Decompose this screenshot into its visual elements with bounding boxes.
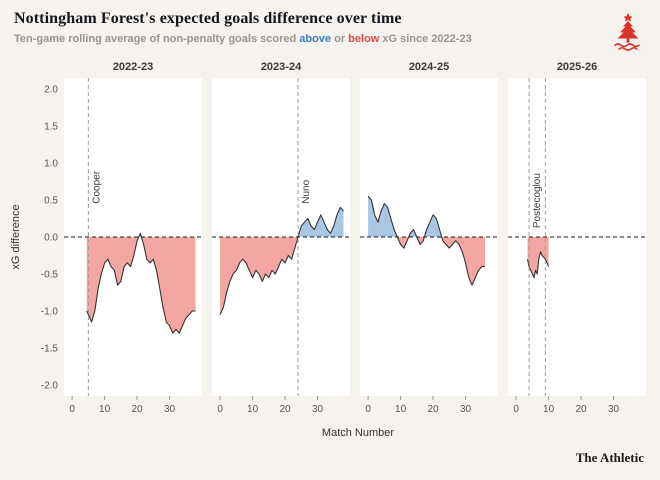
area-below-xg <box>220 237 344 315</box>
area-above-xg <box>220 207 344 237</box>
season-label: 2024-25 <box>408 61 450 73</box>
subtitle-post: xG since 2022-23 <box>379 33 472 45</box>
chart: 2.0 1.5 1.0 0.5 0.0 -0.5 -1.0 -1.5 -2.0 xG differ… <box>0 54 660 425</box>
subtitle-pre: Ten-game rolling average of non-penalty … <box>14 33 300 45</box>
subtitle-below-word: below <box>348 33 380 45</box>
y-tick-label: -1.5 <box>41 343 59 354</box>
y-tick-label: 0.0 <box>44 233 58 244</box>
header-text: Nottingham Forest's expected goals diffe… <box>14 10 472 45</box>
area-below-xg <box>86 237 196 334</box>
season-label: 2022-23 <box>112 61 154 73</box>
trend-line <box>86 232 196 334</box>
x-tick-label: 10 <box>99 404 111 415</box>
season-label: 2025-26 <box>556 61 598 73</box>
panel-svg-2023-24: Nuno 0 10 20 30 <box>212 78 350 415</box>
y-axis-svg: 2.0 1.5 1.0 0.5 0.0 -0.5 -1.0 -1.5 -2.0 xG differ… <box>10 85 59 392</box>
panel-svg-2025-26: Postecoglou 0 10 20 30 <box>508 78 646 415</box>
manager-label: Nuno <box>301 179 312 203</box>
panels: 2022-23 Cooper 0 10 20 30 2023-24 Nuno 0 10 20 30 20… <box>64 58 646 425</box>
y-axis-title: xG difference <box>10 204 22 269</box>
x-tick-label: 30 <box>312 404 324 415</box>
x-tick-label: 20 <box>575 404 587 415</box>
club-crest-icon <box>610 12 646 52</box>
trend-line <box>526 251 550 279</box>
x-tick-label: 30 <box>608 404 620 415</box>
area-below-xg <box>527 237 549 278</box>
y-tick-label: -0.5 <box>41 269 59 280</box>
manager-label: Cooper <box>91 170 102 203</box>
area-below-xg <box>368 237 486 286</box>
season-label: 2023-24 <box>260 61 302 73</box>
x-axis-label: Match Number <box>321 427 395 439</box>
y-tick-label: 2.0 <box>44 85 58 96</box>
panel-2024-25: 2024-25 0 10 20 30 <box>360 58 498 425</box>
manager-label: Postecoglou <box>532 173 543 228</box>
area-above-xg <box>368 196 486 237</box>
x-tick-label: 10 <box>247 404 259 415</box>
x-tick-label: 10 <box>543 404 555 415</box>
y-tick-label: -1.0 <box>41 306 59 317</box>
header: Nottingham Forest's expected goals diffe… <box>0 0 660 54</box>
panel-2025-26: 2025-26 Postecoglou 0 10 20 30 <box>508 58 646 425</box>
x-tick-label: 0 <box>513 404 519 415</box>
x-tick-label: 30 <box>164 404 176 415</box>
trend-line <box>367 195 485 286</box>
x-tick-label: 0 <box>69 404 75 415</box>
x-tick-label: 10 <box>395 404 407 415</box>
brand-wordmark: The Athletic <box>575 450 644 465</box>
x-tick-label: 0 <box>365 404 371 415</box>
x-tick-label: 30 <box>460 404 472 415</box>
subtitle-or: or <box>331 33 349 45</box>
y-tick-label: 0.5 <box>44 196 58 207</box>
subtitle: Ten-game rolling average of non-penalty … <box>14 33 472 45</box>
y-tick-label: 1.5 <box>44 122 58 133</box>
x-tick-label: 20 <box>279 404 291 415</box>
x-tick-label: 20 <box>427 404 439 415</box>
y-tick-label: 1.0 <box>44 159 58 170</box>
footer: The Athletic <box>576 450 644 466</box>
y-axis-spacer <box>8 58 64 78</box>
x-tick-label: 0 <box>217 404 223 415</box>
trend-line <box>219 206 344 315</box>
page-title: Nottingham Forest's expected goals diffe… <box>14 10 402 27</box>
x-tick-label: 20 <box>131 404 143 415</box>
panel-svg-2024-25: 0 10 20 30 <box>360 78 498 415</box>
subtitle-above-word: above <box>299 33 332 45</box>
panel-2023-24: 2023-24 Nuno 0 10 20 30 <box>212 58 350 425</box>
y-axis: 2.0 1.5 1.0 0.5 0.0 -0.5 -1.0 -1.5 -2.0 xG differ… <box>8 58 64 425</box>
y-tick-label: -2.0 <box>41 380 59 391</box>
panel-svg-2022-23: Cooper 0 10 20 30 <box>64 78 202 415</box>
panel-2022-23: 2022-23 Cooper 0 10 20 30 <box>64 58 202 425</box>
